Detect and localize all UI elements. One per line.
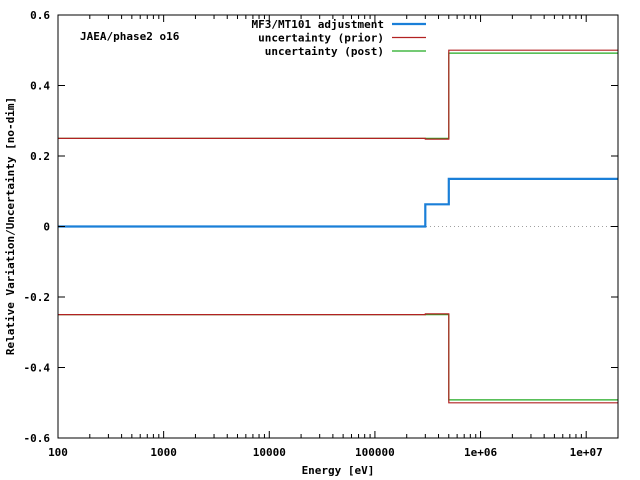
x-axis-label: Energy [eV] — [302, 464, 375, 477]
y-tick-label: 0.4 — [30, 80, 50, 93]
y-tick-label: -0.2 — [24, 291, 51, 304]
chart-annotation: JAEA/phase2 o16 — [80, 30, 180, 43]
series-line-0 — [58, 177, 618, 228]
y-axis-label: Relative Variation/Uncertainty [no-dim] — [4, 97, 17, 355]
x-tick-label: 100000 — [355, 446, 395, 459]
tick-layer: -0.6 -0.4 -0.2 0 0.2 0.4 0.6 100 1000 10000 100000… — [24, 9, 618, 459]
x-tick-label: 1e+06 — [464, 446, 497, 459]
series-line-2-upper — [58, 52, 618, 139]
series-layer — [58, 49, 618, 404]
y-tick-label: 0 — [43, 221, 50, 234]
x-tick-label: 1e+07 — [570, 446, 603, 459]
x-tick-label: 10000 — [253, 446, 286, 459]
series-line-2-lower — [58, 314, 618, 401]
y-tick-label: -0.4 — [24, 362, 51, 375]
x-tick-label: 100 — [48, 446, 68, 459]
legend-label: MF3/MT101 adjustment — [252, 18, 384, 31]
y-tick-label: 0.6 — [30, 9, 50, 22]
y-tick-label: 0.2 — [30, 150, 50, 163]
x-tick-label: 1000 — [150, 446, 177, 459]
legend-label: uncertainty (post) — [265, 45, 384, 58]
series-line-1-upper — [58, 49, 618, 140]
y-tick-label: -0.6 — [24, 432, 51, 445]
series-line-1-lower — [58, 313, 618, 404]
legend-label: uncertainty (prior) — [258, 32, 384, 45]
